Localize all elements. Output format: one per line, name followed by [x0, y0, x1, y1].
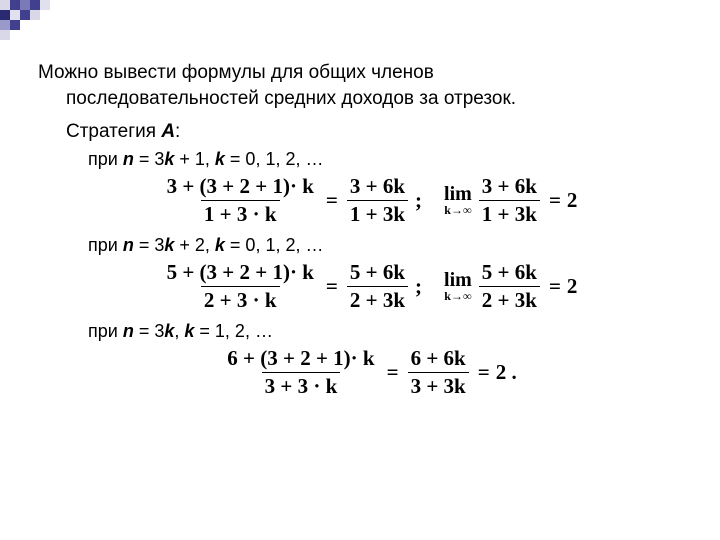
strategy-letter: А — [161, 121, 175, 142]
deco-square — [0, 30, 10, 40]
strategy-label: Стратегия — [66, 121, 161, 142]
deco-square — [40, 0, 50, 10]
deco-square — [10, 0, 20, 10]
eq1-lhs: 3 + (3 + 2 + 1)· k1 + 3 · k = 3 + 6k1 + … — [161, 174, 426, 227]
deco-square — [10, 10, 20, 20]
equation-3: 6 + (3 + 2 + 1)· k3 + 3 · k = 6 + 6k3 + … — [38, 346, 700, 399]
strategy-heading: Стратегия А: — [66, 121, 700, 143]
condition-2: при n = 3k + 2, k = 0, 1, 2, … — [88, 235, 700, 256]
condition-1: при n = 3k + 1, k = 0, 1, 2, … — [88, 149, 700, 170]
deco-square — [0, 0, 10, 10]
eq3-lhs: 6 + (3 + 2 + 1)· k3 + 3 · k = 6 + 6k3 + … — [221, 346, 516, 399]
equation-2: 5 + (3 + 2 + 1)· k2 + 3 · k = 5 + 6k2 + … — [38, 260, 700, 313]
deco-square — [10, 20, 20, 30]
slide-content: Можно вывести формулы для общих членов п… — [38, 60, 700, 407]
eq2-limit: limk→∞ 5 + 6k2 + 3k = 2 — [444, 260, 577, 313]
deco-square — [30, 10, 40, 20]
deco-square — [0, 10, 10, 20]
corner-decoration — [0, 0, 70, 40]
deco-square — [20, 10, 30, 20]
deco-square — [20, 0, 30, 10]
intro-text: Можно вывести формулы для общих членов п… — [38, 60, 700, 111]
deco-square — [30, 0, 40, 10]
deco-square — [0, 20, 10, 30]
intro-line1: Можно вывести формулы для общих членов — [38, 62, 434, 83]
equation-1: 3 + (3 + 2 + 1)· k1 + 3 · k = 3 + 6k1 + … — [38, 174, 700, 227]
condition-3: при n = 3k, k = 1, 2, … — [88, 321, 700, 342]
eq2-lhs: 5 + (3 + 2 + 1)· k2 + 3 · k = 5 + 6k2 + … — [161, 260, 426, 313]
intro-line2: последовательностей средних доходов за о… — [66, 88, 516, 109]
strategy-colon: : — [175, 121, 180, 142]
eq1-limit: limk→∞ 3 + 6k1 + 3k = 2 — [444, 174, 577, 227]
